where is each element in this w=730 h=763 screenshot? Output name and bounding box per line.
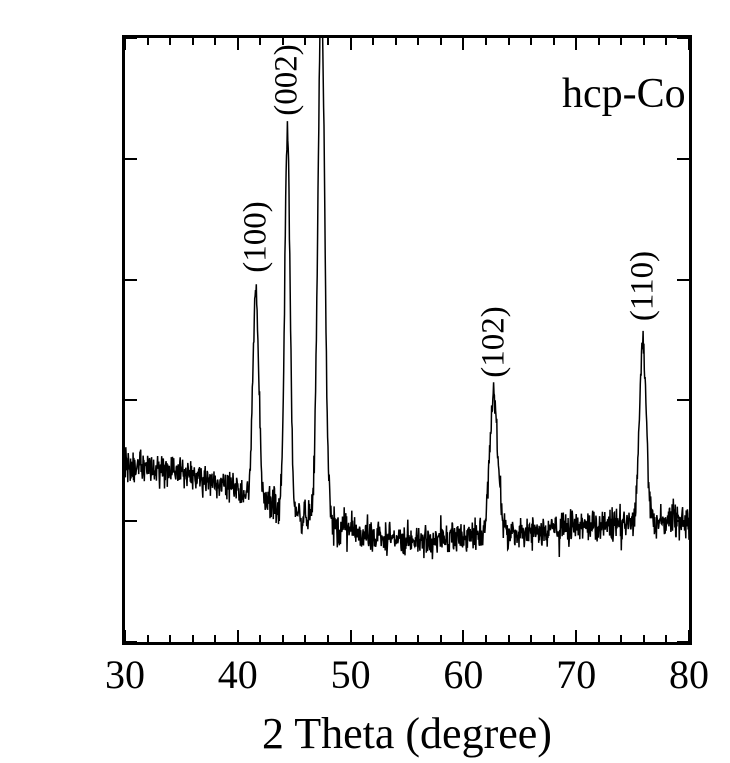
tick <box>259 38 261 45</box>
tick <box>169 635 171 642</box>
tick <box>485 38 487 45</box>
peak-label: (110) <box>624 251 661 321</box>
x-tick-label: 30 <box>105 651 145 698</box>
tick <box>598 635 600 642</box>
x-tick-label: 60 <box>443 651 483 698</box>
tick <box>677 520 689 522</box>
tick <box>125 520 137 522</box>
tick <box>598 38 600 45</box>
tick <box>417 635 419 642</box>
plot-frame <box>122 35 692 645</box>
tick <box>124 38 126 50</box>
tick <box>688 38 690 50</box>
tick <box>147 38 149 45</box>
tick <box>282 635 284 642</box>
tick <box>440 38 442 45</box>
tick <box>553 38 555 45</box>
tick <box>327 38 329 45</box>
tick <box>125 399 137 401</box>
tick <box>530 38 532 45</box>
tick <box>530 635 532 642</box>
tick <box>327 635 329 642</box>
tick <box>147 635 149 642</box>
tick <box>192 38 194 45</box>
tick <box>665 38 667 45</box>
tick <box>677 641 689 643</box>
tick <box>643 38 645 45</box>
tick <box>214 635 216 642</box>
tick <box>372 635 374 642</box>
tick <box>462 630 464 642</box>
tick <box>677 37 689 39</box>
tick <box>677 158 689 160</box>
x-tick-label: 50 <box>331 651 371 698</box>
xrd-trace <box>125 38 689 642</box>
tick <box>237 38 239 50</box>
tick <box>169 38 171 45</box>
tick <box>125 279 137 281</box>
peak-label: (002) <box>269 44 306 115</box>
tick <box>440 635 442 642</box>
tick <box>665 635 667 642</box>
tick <box>485 635 487 642</box>
tick <box>125 37 137 39</box>
tick <box>643 635 645 642</box>
peak-label: (102) <box>475 306 512 377</box>
tick <box>214 38 216 45</box>
tick <box>395 38 397 45</box>
tick <box>575 630 577 642</box>
x-tick-label: 70 <box>556 651 596 698</box>
tick <box>395 635 397 642</box>
tick <box>259 635 261 642</box>
tick <box>677 279 689 281</box>
tick <box>677 399 689 401</box>
tick <box>192 635 194 642</box>
tick <box>508 635 510 642</box>
tick <box>372 38 374 45</box>
tick <box>620 38 622 45</box>
tick <box>508 38 510 45</box>
x-tick-label: 40 <box>218 651 258 698</box>
legend-text: hcp-Co <box>562 70 686 118</box>
tick <box>350 38 352 50</box>
tick <box>125 158 137 160</box>
x-tick-label: 80 <box>669 651 709 698</box>
x-axis-label: 2 Theta (degree) <box>262 708 552 759</box>
tick <box>237 630 239 642</box>
tick <box>462 38 464 50</box>
tick <box>304 635 306 642</box>
tick <box>125 641 137 643</box>
tick <box>417 38 419 45</box>
tick <box>553 635 555 642</box>
peak-label: (100) <box>237 201 274 272</box>
tick <box>575 38 577 50</box>
tick <box>350 630 352 642</box>
tick <box>620 635 622 642</box>
